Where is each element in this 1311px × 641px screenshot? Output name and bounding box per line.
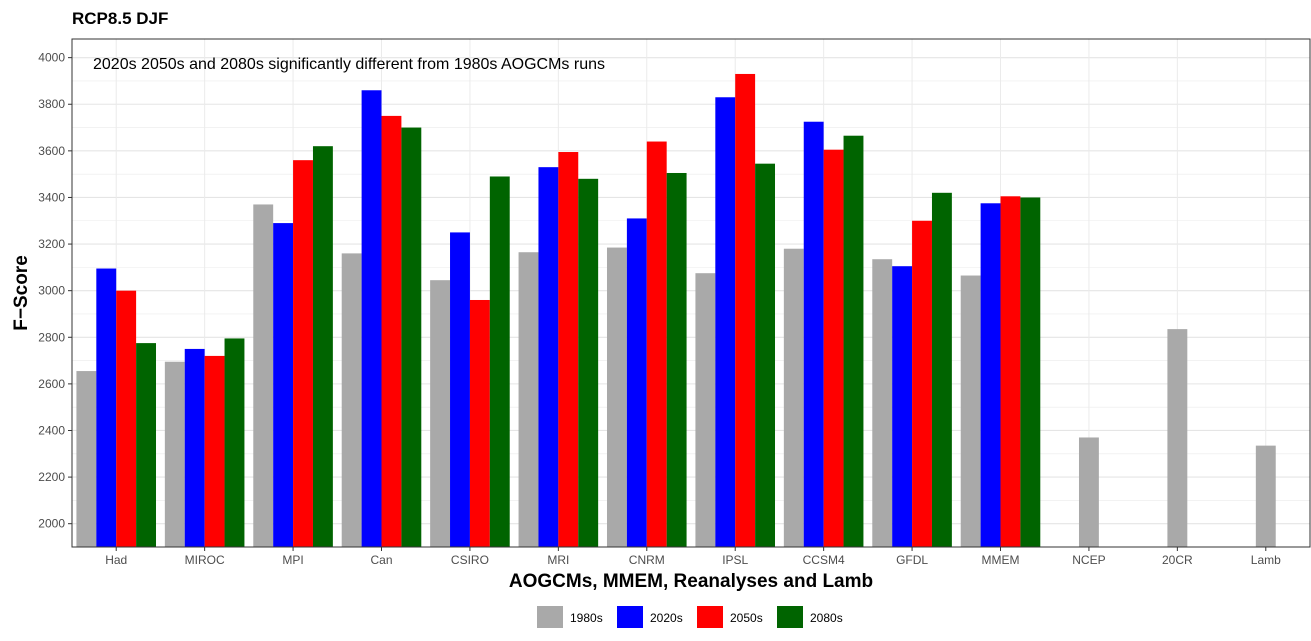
y-tick-label: 2000 — [38, 517, 65, 531]
y-tick-label: 3200 — [38, 237, 65, 251]
x-tick-label: MPI — [282, 553, 303, 567]
y-tick-label: 4000 — [38, 51, 65, 65]
bar-2020s-Can — [361, 90, 382, 547]
bar-1980s-Lamb — [1255, 445, 1276, 547]
bar-2080s-CNRM — [666, 172, 687, 547]
legend-key-1980s — [537, 606, 563, 628]
legend-key-2020s — [617, 606, 643, 628]
y-tick-label: 3000 — [38, 284, 65, 298]
bar-1980s-MMEM — [960, 275, 981, 547]
bar-1980s-MPI — [253, 204, 274, 548]
x-tick-label: 20CR — [1162, 553, 1193, 567]
bar-1980s-Can — [341, 253, 362, 547]
legend-label-2080s: 2080s — [810, 611, 843, 625]
x-tick-label: CCSM4 — [803, 553, 845, 567]
y-tick-label: 3800 — [38, 97, 65, 111]
bar-2020s-MMEM — [980, 203, 1001, 547]
bar-1980s-MRI — [518, 252, 539, 547]
bar-2050s-MPI — [293, 160, 313, 547]
y-tick-label: 2400 — [38, 423, 65, 437]
x-tick-label: MMEM — [982, 553, 1020, 567]
y-axis-title: F−Score — [11, 255, 32, 331]
bar-1980s-NCEP — [1078, 437, 1099, 547]
x-axis: Had MIROC MPI Can CSIRO MRI CNRM IPSL CCSM4 GFDL M… — [105, 547, 1281, 567]
bar-2020s-IPSL — [715, 97, 736, 547]
bars — [76, 73, 1276, 548]
bar-2050s-CNRM — [646, 141, 667, 547]
bar-2080s-IPSL — [755, 163, 776, 547]
bar-2050s-Can — [381, 115, 402, 548]
x-tick-label: Had — [105, 553, 127, 567]
bar-2050s-MIROC — [204, 355, 225, 547]
bar-2080s-CSIRO — [489, 176, 510, 547]
legend-label-1980s: 1980s — [570, 611, 603, 625]
x-tick-label: CNRM — [629, 553, 665, 567]
bar-2080s-Had — [136, 343, 157, 547]
bar-2050s-IPSL — [735, 73, 756, 547]
bar-2020s-MPI — [273, 223, 294, 547]
bar-2050s-MMEM — [1000, 196, 1021, 547]
bar-2020s-GFDL — [892, 266, 913, 547]
bar-1980s-CSIRO — [430, 280, 451, 547]
x-tick-label: MIROC — [185, 553, 225, 567]
bar-2050s-CSIRO — [469, 299, 490, 547]
bar-2080s-MIROC — [224, 338, 245, 547]
y-tick-label: 2200 — [38, 470, 65, 484]
bar-2080s-MRI — [578, 178, 599, 547]
plot-border — [71, 38, 1311, 548]
bar-2080s-MPI — [312, 146, 333, 547]
x-tick-label: Lamb — [1251, 553, 1281, 567]
bar-2050s-Had — [116, 290, 137, 547]
bar-2080s-GFDL — [931, 192, 952, 548]
bar-1980s-CNRM — [606, 247, 627, 547]
bar-1980s-MIROC — [164, 361, 185, 547]
bar-2020s-Had — [96, 268, 117, 547]
y-axis: 2000 2200 2400 2600 2800 3000 3200 3400 3600 3800… — [38, 51, 72, 531]
legend-key-2080s — [777, 606, 803, 628]
bar-2050s-GFDL — [912, 220, 932, 547]
x-tick-label: NCEP — [1072, 553, 1105, 567]
bar-2020s-MRI — [538, 167, 559, 547]
y-tick-label: 2800 — [38, 330, 65, 344]
bar-2080s-CCSM4 — [843, 135, 864, 547]
bar-2020s-CNRM — [626, 218, 647, 547]
bar-2020s-CSIRO — [450, 232, 470, 547]
bar-2020s-CCSM4 — [803, 121, 824, 548]
legend: 1980s 2020s 2050s 2080s — [537, 606, 843, 628]
bar-2050s-CCSM4 — [823, 149, 844, 547]
legend-label-2050s: 2050s — [730, 611, 763, 625]
bar-1980s-IPSL — [695, 273, 716, 547]
legend-label-2020s: 2020s — [650, 611, 683, 625]
bar-2020s-MIROC — [184, 348, 205, 547]
x-tick-label: CSIRO — [451, 553, 489, 567]
bar-2050s-MRI — [558, 152, 579, 547]
bar-1980s-Had — [76, 371, 97, 547]
y-tick-label: 3400 — [38, 190, 65, 204]
x-axis-title: AOGCMs, MMEM, Reanalyses and Lamb — [509, 571, 873, 592]
x-tick-label: MRI — [547, 553, 569, 567]
chart-annotation: 2020s 2050s and 2080s significantly diff… — [93, 56, 605, 73]
bar-2080s-MMEM — [1020, 197, 1041, 547]
legend-key-2050s — [697, 606, 723, 628]
bar-1980s-GFDL — [872, 259, 893, 547]
y-tick-label: 3600 — [38, 144, 65, 158]
y-tick-label: 2600 — [38, 377, 65, 391]
bar-2080s-Can — [401, 127, 422, 547]
x-tick-label: GFDL — [896, 553, 928, 567]
bar-1980s-20CR — [1167, 329, 1188, 547]
x-tick-label: Can — [370, 553, 392, 567]
bar-1980s-CCSM4 — [783, 248, 804, 547]
chart-title: RCP8.5 DJF — [72, 9, 168, 28]
x-tick-label: IPSL — [722, 553, 748, 567]
